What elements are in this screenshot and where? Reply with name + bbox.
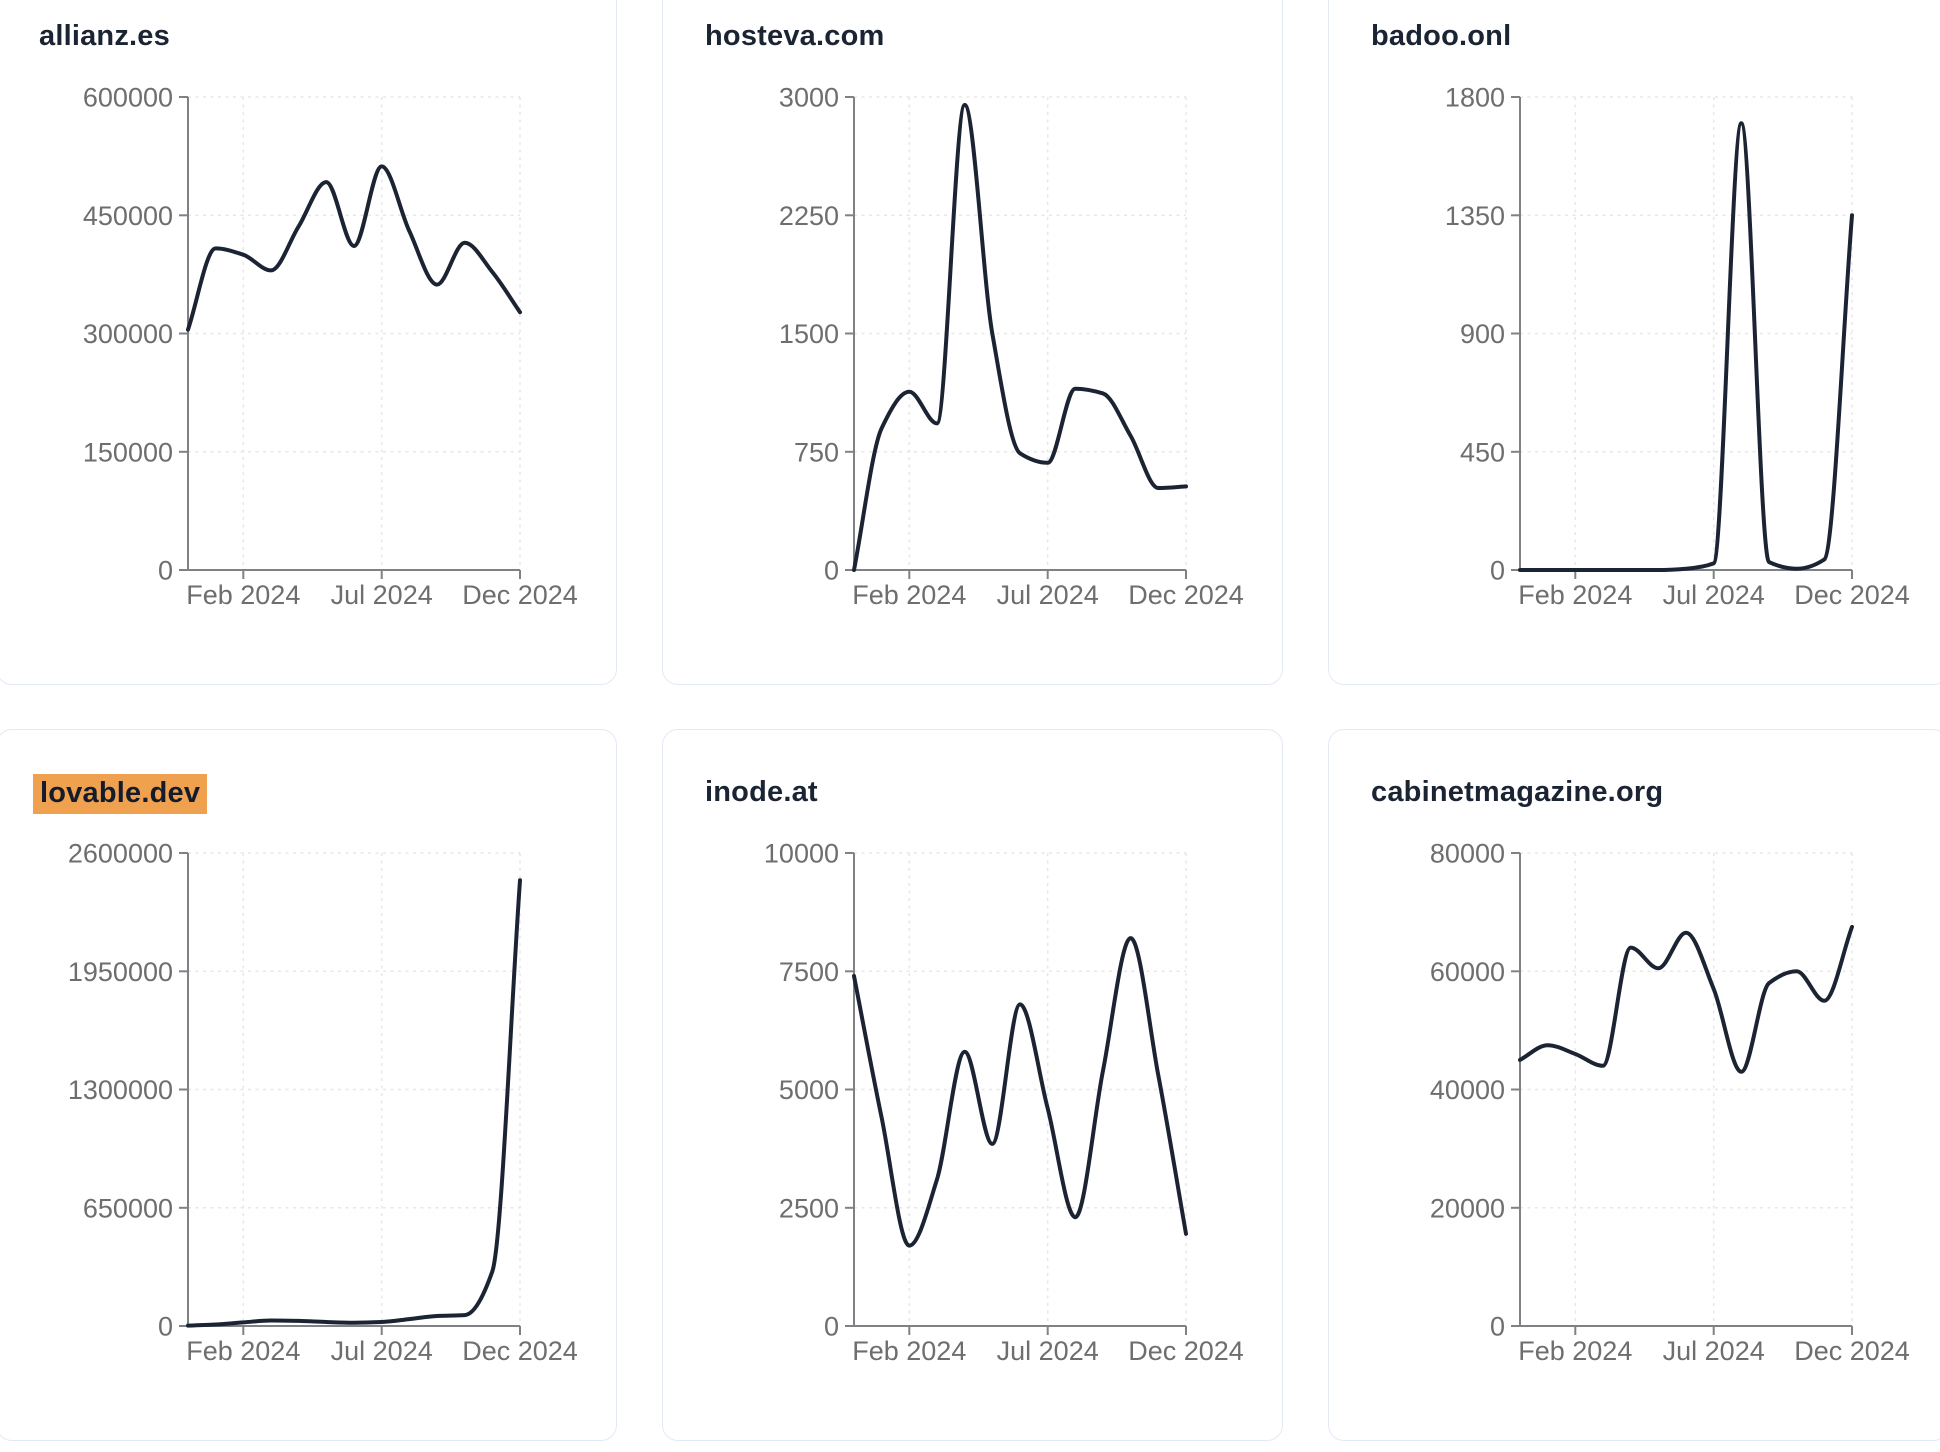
svg-text:5000: 5000 [779, 1075, 839, 1105]
svg-text:750: 750 [794, 437, 839, 467]
svg-text:60000: 60000 [1430, 957, 1505, 987]
svg-text:Jul 2024: Jul 2024 [331, 1336, 433, 1366]
svg-text:80000: 80000 [1430, 839, 1505, 869]
chart-card-6[interactable]: cabinetmagazine.org 0 20000 40000 60000 8000… [1328, 729, 1940, 1441]
chart-card-4[interactable]: lovable.dev 0 650000 1300000 1950000 2600000… [0, 729, 617, 1441]
svg-text:Dec 2024: Dec 2024 [462, 1336, 578, 1366]
svg-text:Dec 2024: Dec 2024 [462, 580, 578, 610]
svg-text:7500: 7500 [779, 957, 839, 987]
domain-label: cabinetmagazine.org [1371, 776, 1664, 808]
chart-card-1[interactable]: allianz.es 0 150000 300000 450000 600000 Feb … [0, 0, 617, 685]
line-chart: 0 750 1500 2250 3000 Feb 2024 Jul 2024 Dec 2024 [779, 83, 1244, 611]
svg-text:Jul 2024: Jul 2024 [1663, 580, 1765, 610]
svg-text:10000: 10000 [764, 839, 839, 869]
svg-text:900: 900 [1460, 319, 1505, 349]
svg-text:0: 0 [158, 1312, 173, 1342]
line-chart: 0 650000 1300000 1950000 2600000 Feb 2024 Jul … [68, 839, 578, 1367]
svg-text:450: 450 [1460, 437, 1505, 467]
domain-label: hosteva.com [705, 20, 885, 52]
line-chart: 0 450 900 1350 1800 Feb 2024 Jul 2024 Dec 2024 [1445, 83, 1910, 611]
domain-label-highlighted: lovable.dev [33, 774, 208, 814]
svg-text:0: 0 [1490, 556, 1505, 586]
svg-text:Dec 2024: Dec 2024 [1128, 580, 1244, 610]
svg-text:Jul 2024: Jul 2024 [997, 1336, 1099, 1366]
svg-text:650000: 650000 [83, 1193, 173, 1223]
svg-text:Jul 2024: Jul 2024 [331, 580, 433, 610]
svg-text:600000: 600000 [83, 83, 173, 113]
svg-text:450000: 450000 [83, 201, 173, 231]
svg-text:1500: 1500 [779, 319, 839, 349]
svg-text:Feb 2024: Feb 2024 [852, 1336, 966, 1366]
svg-text:150000: 150000 [83, 437, 173, 467]
svg-text:1300000: 1300000 [68, 1075, 173, 1105]
svg-text:20000: 20000 [1430, 1193, 1505, 1223]
svg-text:Jul 2024: Jul 2024 [1663, 1336, 1765, 1366]
svg-text:2250: 2250 [779, 201, 839, 231]
svg-text:0: 0 [1490, 1312, 1505, 1342]
line-chart: 0 20000 40000 60000 80000 Feb 2024 Jul 2024 Dec… [1430, 839, 1910, 1367]
domain-label: allianz.es [39, 20, 170, 52]
chart-title: cabinetmagazine.org [1371, 774, 1663, 810]
chart-title: hosteva.com [705, 18, 885, 54]
line-chart: 0 2500 5000 7500 10000 Feb 2024 Jul 2024 Dec 20… [764, 839, 1244, 1367]
chart-title: allianz.es [39, 18, 170, 54]
svg-text:Dec 2024: Dec 2024 [1794, 580, 1910, 610]
chart-title: lovable.dev [33, 774, 208, 814]
svg-text:Jul 2024: Jul 2024 [997, 580, 1099, 610]
svg-text:40000: 40000 [1430, 1075, 1505, 1105]
svg-text:Feb 2024: Feb 2024 [852, 580, 966, 610]
chart-title: badoo.onl [1371, 18, 1511, 54]
svg-text:0: 0 [158, 556, 173, 586]
svg-text:Dec 2024: Dec 2024 [1794, 1336, 1910, 1366]
svg-text:0: 0 [824, 556, 839, 586]
svg-text:1800: 1800 [1445, 83, 1505, 113]
chart-card-2[interactable]: hosteva.com 0 750 1500 2250 3000 Feb 2024 Jul … [662, 0, 1283, 685]
svg-text:3000: 3000 [779, 83, 839, 113]
svg-text:1350: 1350 [1445, 201, 1505, 231]
svg-text:Feb 2024: Feb 2024 [186, 580, 300, 610]
chart-card-5[interactable]: inode.at 0 2500 5000 7500 10000 Feb 2024 Jul 2… [662, 729, 1283, 1441]
chart-card-3[interactable]: badoo.onl 0 450 900 1350 1800 Feb 2024 Jul 202… [1328, 0, 1940, 685]
svg-text:Feb 2024: Feb 2024 [1518, 580, 1632, 610]
svg-text:300000: 300000 [83, 319, 173, 349]
domain-label: inode.at [705, 776, 818, 808]
domain-label: badoo.onl [1371, 20, 1512, 52]
chart-title: inode.at [705, 774, 818, 810]
svg-text:1950000: 1950000 [68, 957, 173, 987]
svg-text:Feb 2024: Feb 2024 [186, 1336, 300, 1366]
svg-text:2600000: 2600000 [68, 839, 173, 869]
svg-text:Feb 2024: Feb 2024 [1518, 1336, 1632, 1366]
svg-text:0: 0 [824, 1312, 839, 1342]
line-chart: 0 150000 300000 450000 600000 Feb 2024 Jul 202… [83, 83, 578, 611]
svg-text:2500: 2500 [779, 1193, 839, 1223]
svg-text:Dec 2024: Dec 2024 [1128, 1336, 1244, 1366]
